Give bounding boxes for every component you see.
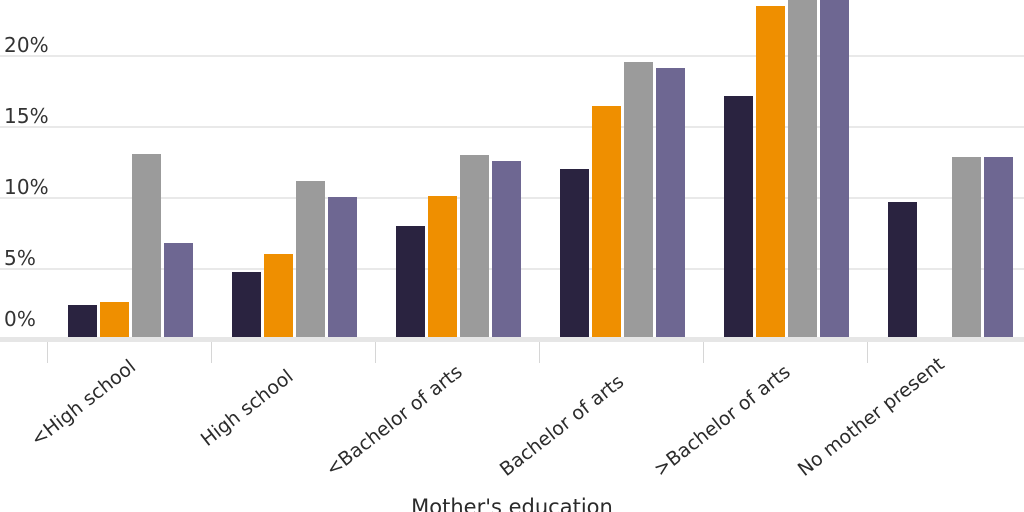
x-axis-ticks [0,342,1024,364]
bar-group [888,0,1016,337]
bar-group [232,0,360,337]
bar [724,95,753,337]
bar [492,160,521,337]
bar [296,180,325,337]
x-axis-title: Mother's education [411,495,613,512]
bar [984,156,1013,337]
y-tick-label-20: 20% [4,33,49,57]
bar [460,155,489,337]
x-tick-1 [211,342,212,363]
y-tick-label-15: 15% [4,104,49,128]
x-tick-5 [867,342,868,363]
bar [788,0,817,337]
bar [428,196,457,337]
x-label-lt-high-school: <High school [26,355,141,451]
bar [132,153,161,337]
bar-group [724,0,852,337]
x-label-lt-bachelor-of-arts: <Bachelor of arts [321,360,467,481]
bar [624,62,653,337]
x-tick-4 [703,342,704,363]
bar [100,301,129,337]
bar [560,169,589,337]
gridline-15 [0,126,1024,128]
bar-group [68,0,196,337]
y-tick-label-0: 0% [4,307,36,331]
bar [164,242,193,337]
bar [656,67,685,337]
bar [396,225,425,337]
bar [820,0,849,337]
gridline-0-baseline [0,337,1024,342]
x-label-gt-bachelor-of-arts: >Bachelor of arts [649,360,795,481]
bar [756,5,785,337]
bar [592,105,621,337]
x-label-high-school: High school [196,365,298,451]
y-tick-label-10: 10% [4,175,49,199]
x-tick-2 [375,342,376,363]
x-tick-0 [47,342,48,363]
bar [888,201,917,337]
y-tick-label-5: 5% [4,246,36,270]
bar [328,197,357,337]
x-tick-3 [539,342,540,363]
bar-group [396,0,524,337]
gridline-20 [0,55,1024,57]
x-label-bachelor-of-arts: Bachelor of arts [495,370,629,481]
x-axis-labels: <High school High school <Bachelor of ar… [0,353,1024,481]
x-label-no-mother-present: No mother present [793,353,949,481]
plot-area: 20% 15% 10% 5% 0% [0,0,1024,342]
bar [68,304,97,337]
bar [232,272,261,337]
bar-group [560,0,688,337]
bar [952,156,981,337]
bar [264,253,293,337]
